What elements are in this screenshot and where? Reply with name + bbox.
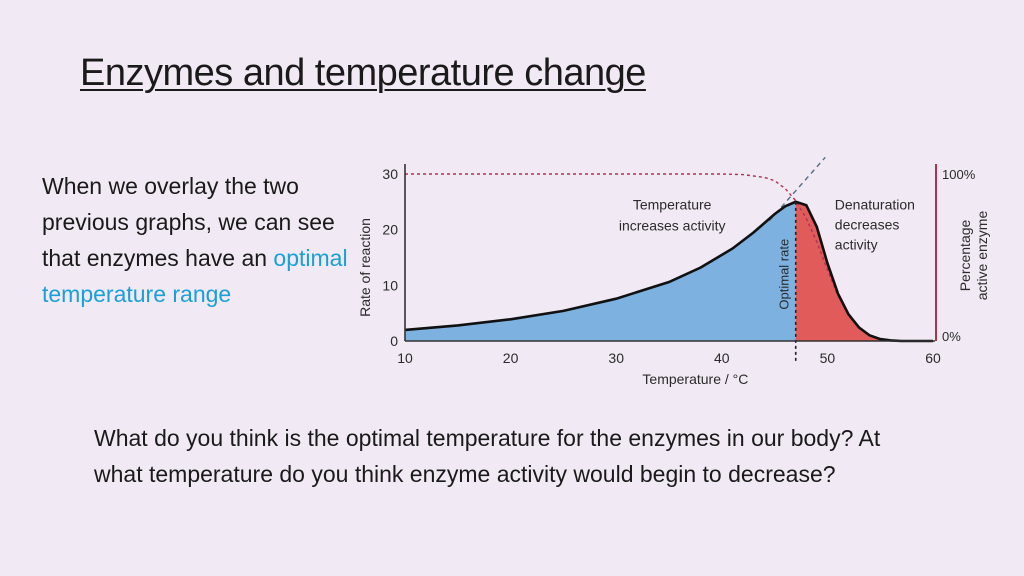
x-tick-30: 30 — [608, 350, 624, 366]
y-axis-label: Rate of reaction — [357, 218, 373, 317]
optimal-range-highlight: optimal temperature range — [42, 245, 348, 307]
y-tick-20: 20 — [382, 222, 398, 238]
right-tick-top: 100% — [942, 167, 976, 182]
area-fills — [405, 201, 933, 341]
question-text: What do you think is the optimal tempera… — [94, 425, 881, 487]
x-tick-labels: 10 20 30 40 50 60 — [397, 350, 941, 366]
y-tick-10: 10 — [382, 277, 398, 293]
x-tick-20: 20 — [503, 350, 519, 366]
annotation-increase: Temperature increases activity — [619, 197, 726, 234]
right-tick-bottom: 0% — [942, 329, 961, 344]
rate-of-reaction-curve — [404, 200, 933, 343]
annotation-denaturation: Denaturation decreases activity — [835, 197, 915, 253]
y-tick-labels: 0 10 20 30 — [382, 166, 398, 349]
y-tick-0: 0 — [390, 333, 398, 349]
x-tick-40: 40 — [714, 350, 730, 366]
percentage-active-enzyme-curve — [405, 173, 933, 342]
intro-text: When we overlay the two previous graphs,… — [42, 173, 335, 271]
optimal-rate-label: Optimal rate — [777, 239, 792, 310]
x-tick-10: 10 — [397, 350, 413, 366]
slide-title: Enzymes and temperature change — [80, 52, 646, 94]
y-tick-30: 30 — [382, 166, 398, 182]
x-axis-label: Temperature / °C — [642, 371, 748, 387]
x-tick-60: 60 — [925, 350, 941, 366]
denaturation-area — [795, 201, 933, 341]
intro-text-block: When we overlay the two previous graphs,… — [42, 168, 352, 312]
increase-activity-area — [405, 201, 796, 341]
x-tick-50: 50 — [820, 350, 836, 366]
right-axis-label: Percentageactive enzyme — [957, 211, 990, 301]
